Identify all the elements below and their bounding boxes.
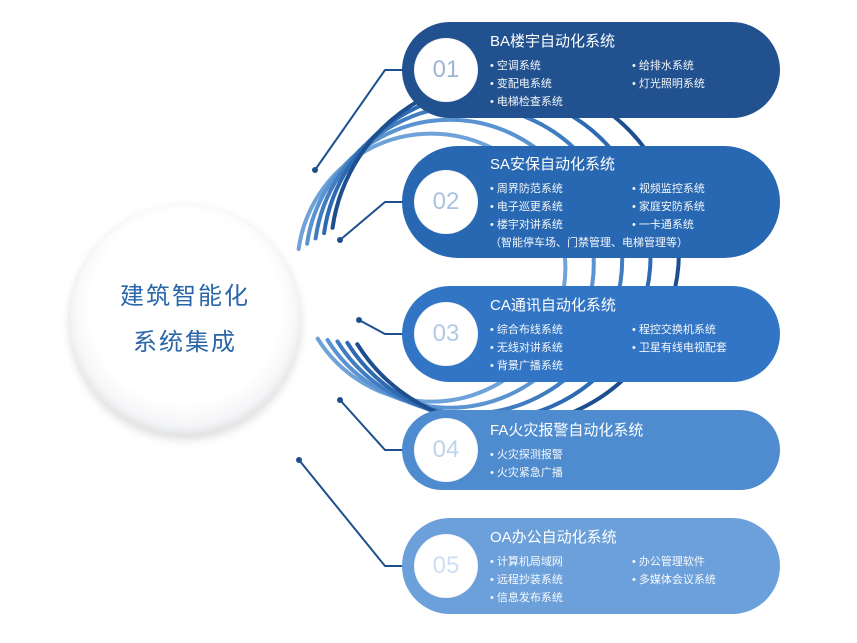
bullet: 楼宇对讲系统 [490,216,614,232]
card-title: CA通讯自动化系统 [490,294,756,315]
bullet: 多媒体会议系统 [632,571,756,587]
bullet: 灯光照明系统 [632,75,756,91]
card-bullets: 空调系统 给排水系统变配电系统 灯光照明系统电梯检查系统 [490,57,756,109]
bullet: 空调系统 [490,57,614,73]
bullet: 综合布线系统 [490,321,614,337]
diagram-stage: 建筑智能化 系统集成 01 BA楼宇自动化系统空调系统 给排水系统变配电系统 灯光照明… [0,0,857,643]
bullet: 火灾紧急广播 [490,464,756,480]
card-number-wrap: 02 [402,146,490,258]
card-bullets: 火灾探测报警火灾紧急广播 [490,446,756,480]
bullet: 火灾探测报警 [490,446,756,462]
card-number: 01 [414,38,478,102]
bullet: 远程抄装系统 [490,571,614,587]
card-content: BA楼宇自动化系统空调系统 给排水系统变配电系统 灯光照明系统电梯检查系统 [490,20,756,121]
card-01: 01 BA楼宇自动化系统空调系统 给排水系统变配电系统 灯光照明系统电梯检查系统 [402,22,780,118]
bullet: 家庭安防系统 [632,198,756,214]
card-number-wrap: 03 [402,286,490,382]
card-title: SA安保自动化系统 [490,153,756,174]
bullet: 电子巡更系统 [490,198,614,214]
card-content: SA安保自动化系统周界防范系统 视频监控系统电子巡更系统 家庭安防系统楼宇对讲系统 一… [490,143,756,262]
bullet: 周界防范系统 [490,180,614,196]
bullet: 程控交换机系统 [632,321,756,337]
center-title-line1: 建筑智能化 [120,274,250,320]
card-03: 03 CA通讯自动化系统综合布线系统 程控交换机系统无线对讲系统 卫星有线电视配套背景… [402,286,780,382]
bullet: 背景广播系统 [490,357,614,373]
bullet: 办公管理软件 [632,553,756,569]
bullet: 计算机局域网 [490,553,614,569]
bullet: 卫星有线电视配套 [632,339,756,355]
center-circle: 建筑智能化 系统集成 [70,205,300,435]
card-title: FA火灾报警自动化系统 [490,419,756,440]
card-number: 02 [414,170,478,234]
card-title: BA楼宇自动化系统 [490,30,756,51]
card-04: 04FA火灾报警自动化系统火灾探测报警火灾紧急广播 [402,410,780,490]
center-title-line2: 系统集成 [133,320,237,366]
card-number-wrap: 01 [402,22,490,118]
card-title: OA办公自动化系统 [490,526,756,547]
bullet: 无线对讲系统 [490,339,614,355]
card-content: FA火灾报警自动化系统火灾探测报警火灾紧急广播 [490,409,756,492]
card-number-wrap: 05 [402,518,490,614]
card-bullets: 计算机局域网 办公管理软件远程抄装系统 多媒体会议系统信息发布系统 [490,553,756,605]
bullet: 信息发布系统 [490,589,614,605]
bullet: 电梯检查系统 [490,93,614,109]
card-content: OA办公自动化系统计算机局域网 办公管理软件远程抄装系统 多媒体会议系统信息发布系统 [490,516,756,617]
card-bullets: 综合布线系统 程控交换机系统无线对讲系统 卫星有线电视配套背景广播系统 [490,321,756,373]
card-number: 05 [414,534,478,598]
card-bullets: 周界防范系统 视频监控系统电子巡更系统 家庭安防系统楼宇对讲系统 一卡通系统 [490,180,756,232]
card-05: 05 OA办公自动化系统计算机局域网 办公管理软件远程抄装系统 多媒体会议系统信息发布… [402,518,780,614]
bullet: 视频监控系统 [632,180,756,196]
bullet: 变配电系统 [490,75,614,91]
card-number: 04 [414,418,478,482]
card-02: 02 SA安保自动化系统周界防范系统 视频监控系统电子巡更系统 家庭安防系统楼宇对讲系… [402,146,780,258]
card-content: CA通讯自动化系统综合布线系统 程控交换机系统无线对讲系统 卫星有线电视配套背景广播… [490,284,756,385]
bullet: 一卡通系统 [632,216,756,232]
card-number-wrap: 04 [402,410,490,490]
card-number: 03 [414,302,478,366]
card-extra: （智能停车场、门禁管理、电梯管理等） [490,234,756,250]
bullet: 给排水系统 [632,57,756,73]
